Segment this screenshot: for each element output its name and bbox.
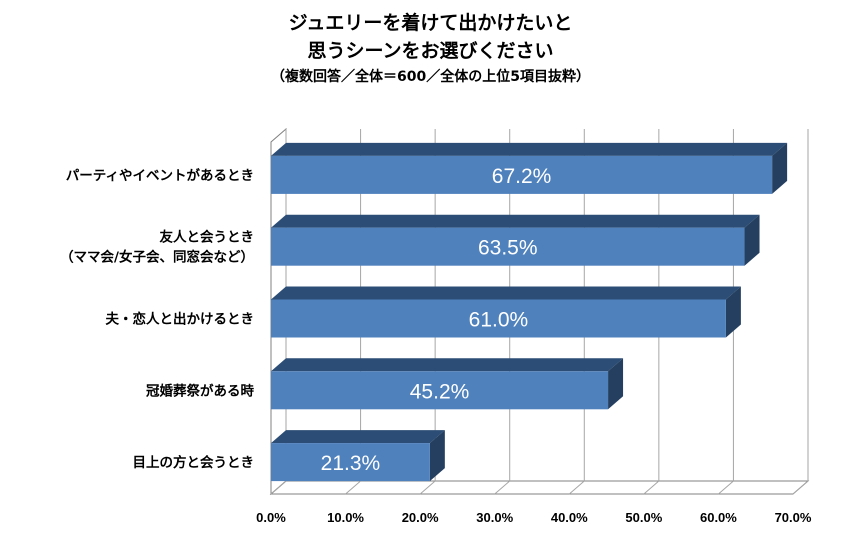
tick-label: 40.0% xyxy=(551,510,588,525)
tick-label: 30.0% xyxy=(476,510,513,525)
data-label: 45.2% xyxy=(410,380,470,403)
bar-front-face xyxy=(271,155,773,194)
bar: 63.5% xyxy=(271,214,760,266)
bar: 67.2% xyxy=(271,142,788,194)
data-label: 67.2% xyxy=(492,165,552,188)
category-label: 夫・恋人と出かけるとき xyxy=(106,311,255,328)
floor-gridline xyxy=(643,480,660,495)
bar-side-face xyxy=(772,142,788,194)
bar-top-face xyxy=(271,358,624,372)
floor-gridline xyxy=(568,480,585,495)
bar-front-face xyxy=(271,299,726,338)
floor-gridline xyxy=(270,480,287,495)
value-axis: 0.0% 10.0% 20.0% 30.0% 40.0% 50.0% 60.0% 70.0% xyxy=(256,510,812,525)
tick-label: 10.0% xyxy=(327,510,364,525)
bar: 21.3% xyxy=(271,430,445,482)
data-label: 61.0% xyxy=(469,309,529,332)
chart-title-line-1: ジュエリーを着けて出かけたいと xyxy=(288,12,573,34)
chart-title-line-2: 思うシーンをお選びください xyxy=(307,40,554,62)
floor xyxy=(269,480,810,495)
bar-top-face xyxy=(271,142,788,156)
category-label: （ママ会/女子会、同窓会など） xyxy=(60,249,254,266)
data-label: 21.3% xyxy=(321,452,381,475)
bar-side-face xyxy=(608,358,624,410)
chart-subtitle: （複数回答／全体＝600／全体の上位5項目抜粋） xyxy=(271,69,590,85)
bar: 61.0% xyxy=(271,286,741,338)
bar: 45.2% xyxy=(271,358,624,410)
tick-label: 70.0% xyxy=(775,510,812,525)
floor-gridline xyxy=(494,480,511,495)
category-label: 目上の方と会うとき xyxy=(133,454,255,471)
category-label: 冠婚葬祭がある時 xyxy=(146,382,254,399)
bar-top-face xyxy=(271,430,445,444)
floor-gridline xyxy=(419,480,436,495)
tick-label: 50.0% xyxy=(625,510,662,525)
tick-label: 0.0% xyxy=(256,510,286,525)
bar-side-face xyxy=(429,430,445,482)
bar-front-face xyxy=(271,227,745,266)
data-label: 63.5% xyxy=(478,237,538,260)
bar-side-face xyxy=(725,286,741,338)
floor-gridline xyxy=(718,480,734,495)
category-label: 友人と会うとき xyxy=(160,229,255,246)
floor-gridline xyxy=(792,480,809,495)
bar-top-face xyxy=(271,286,741,300)
tick-label: 60.0% xyxy=(700,510,737,525)
category-label: パーティやイベントがあるとき xyxy=(66,167,254,184)
bar-top-face xyxy=(271,214,760,228)
bar-side-face xyxy=(744,214,760,266)
bar-front-face xyxy=(271,443,430,482)
tick-label: 20.0% xyxy=(402,510,439,525)
floor-gridline xyxy=(345,480,361,495)
bar-front-face xyxy=(271,371,609,410)
bar-series: 67.2% 63.5% 61.0% 45.2% 21.3% xyxy=(271,142,788,482)
